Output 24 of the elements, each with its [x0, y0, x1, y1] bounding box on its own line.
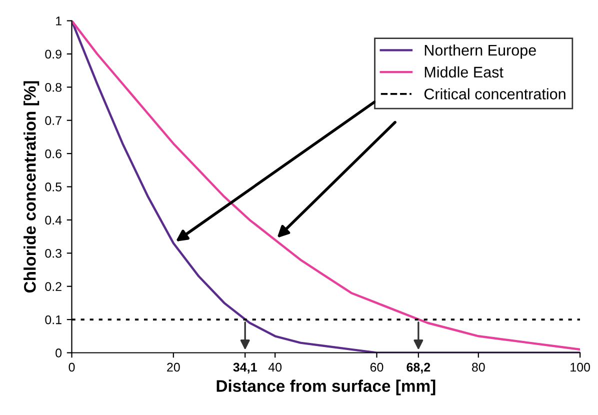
y-tick-label: 0.4: [45, 216, 62, 225]
y-tick-label: 0.6: [45, 149, 62, 158]
legend-label: Critical concentration: [424, 88, 566, 100]
y-tick-label: 0.7: [45, 116, 62, 125]
x-tick-label: 60: [370, 362, 384, 372]
legend-label: Middle East: [424, 66, 504, 78]
x-tick-label: 68,2: [406, 362, 430, 374]
x-tick-label: 34,1: [233, 362, 257, 374]
y-tick-label: 0.2: [45, 282, 62, 291]
y-tick-label: 0: [56, 348, 62, 358]
y-axis-title: Chloride concentration [%]: [24, 81, 40, 293]
y-tick-label: 0.3: [45, 248, 62, 258]
y-tick-label: 0.8: [45, 82, 62, 92]
y-tick-label: 0.1: [45, 315, 62, 324]
y-tick-label: 1: [56, 16, 62, 26]
x-tick-label: 80: [472, 362, 485, 372]
x-axis-title: Distance from surface [mm]: [216, 380, 436, 396]
legend-label: Northern Europe: [424, 44, 536, 59]
x-tick-label: 0: [68, 362, 75, 372]
x-tick-label: 100: [570, 362, 590, 372]
x-tick-label: 20: [167, 362, 180, 372]
y-tick-label: 0.5: [45, 182, 62, 192]
y-tick-label: 0.9: [45, 50, 62, 59]
x-tick-label: 40: [268, 362, 282, 372]
